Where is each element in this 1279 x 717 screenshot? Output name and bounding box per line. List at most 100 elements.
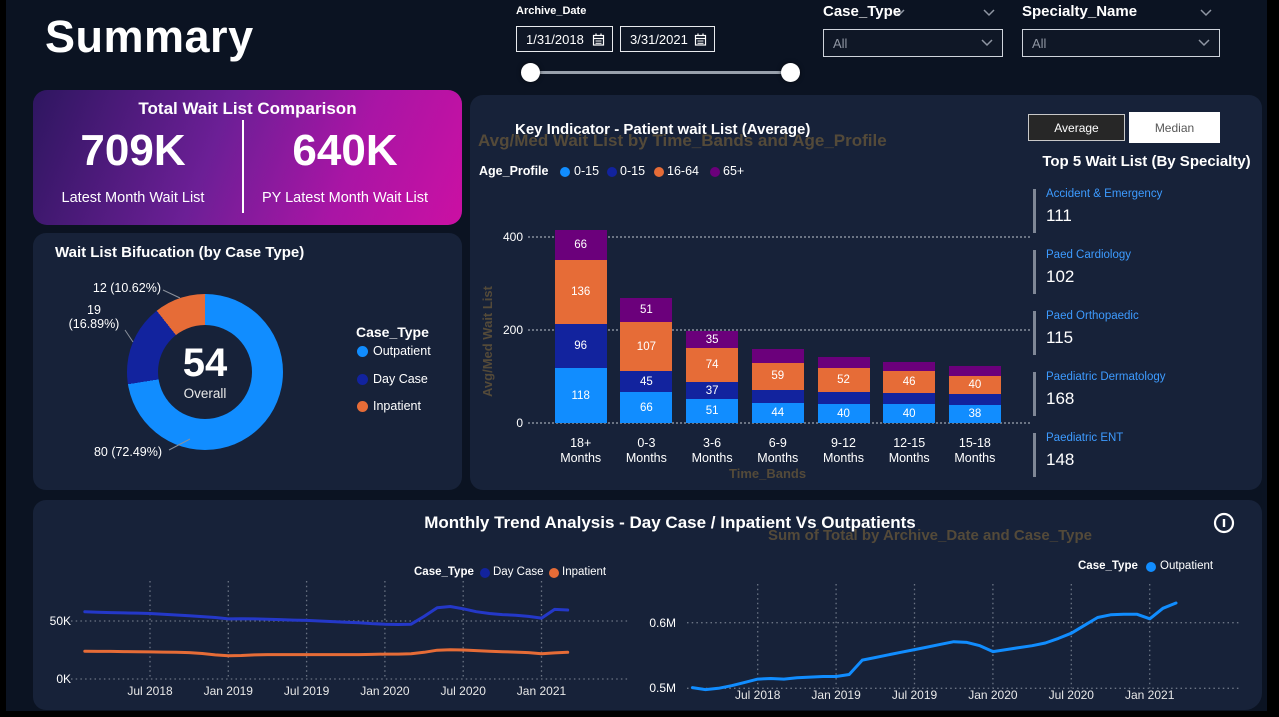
top5-item-marker	[1033, 433, 1036, 477]
top5-item-name[interactable]: Accident & Emergency	[1046, 188, 1163, 200]
chevron-down-icon[interactable]	[893, 9, 905, 17]
wait-list-bifurcation-panel: Wait List Bifucation (by Case Type) 54 O…	[33, 233, 462, 490]
legend-label-age-16-64[interactable]: 16-64	[667, 164, 699, 178]
bar-segment-0-15[interactable]: 44	[751, 402, 804, 423]
legend-label-daycase-line[interactable]: Day Case	[493, 566, 544, 578]
start-date-value: 1/31/2018	[526, 31, 584, 47]
top5-item[interactable]: Paed Orthopaedic 115	[1033, 310, 1258, 356]
x-axis-tick: Jul 2018	[127, 684, 173, 698]
trend-line-outpatient[interactable]	[690, 601, 1178, 692]
bar-segment-0-15[interactable]	[817, 392, 870, 405]
bar-segment-0-15[interactable]: 45	[620, 371, 673, 393]
bar-data-label: 136	[571, 285, 591, 298]
bar-data-label: 51	[639, 303, 653, 316]
legend-label-age-65plus[interactable]: 65+	[723, 164, 745, 178]
bar-segment-0-15[interactable]	[883, 392, 936, 405]
bar-segment-0-15[interactable]: 96	[554, 323, 607, 369]
bar-segment-0-15[interactable]	[948, 394, 1001, 406]
chevron-down-icon[interactable]	[983, 9, 995, 17]
legend-label-inpatient-line[interactable]: Inpatient	[562, 566, 607, 578]
stacked-bar-15-18-months[interactable]: 38 40	[948, 366, 1001, 423]
bar-segment-16-64[interactable]: 40	[948, 375, 1001, 395]
start-date-input[interactable]: 1/31/2018	[516, 26, 613, 52]
x-axis-tick: Jan 2021	[516, 684, 567, 698]
stacked-bar-0-3-months[interactable]: 66 45 107 51	[620, 297, 673, 423]
daycase-inpatient-trend-chart[interactable]	[63, 575, 633, 700]
bar-segment-65+[interactable]	[948, 366, 1001, 376]
bar-segment-0-15[interactable]: 40	[817, 404, 870, 423]
latest-month-label: Latest Month Wait List	[61, 190, 205, 206]
bar-segment-65+[interactable]: 51	[620, 297, 673, 322]
legend-label-outpatient-line[interactable]: Outpatient	[1160, 560, 1214, 572]
median-toggle-button[interactable]: Median	[1129, 112, 1220, 143]
x-axis-category: 3-6 Months	[691, 436, 733, 465]
top5-item-name[interactable]: Paediatric Dermatology	[1046, 371, 1166, 383]
legend-label-age-0-15[interactable]: 0-15	[574, 164, 600, 178]
bar-segment-65+[interactable]	[883, 362, 936, 372]
stacked-bar-3-6-months[interactable]: 51 37 74 35	[686, 331, 739, 423]
top5-item[interactable]: Paediatric ENT 148	[1033, 432, 1258, 478]
bar-segment-0-15[interactable]: 38	[948, 405, 1001, 423]
legend-label-inpatient[interactable]: Inpatient	[373, 399, 421, 413]
stacked-bar-9-12-months[interactable]: 40 52	[817, 356, 870, 423]
x-axis-category: 15-18 Months	[954, 436, 996, 465]
bifurcation-title: Wait List Bifucation (by Case Type)	[55, 244, 305, 261]
latest-month-value: 709K	[80, 126, 186, 175]
legend-label-age-0-15b[interactable]: 0-15	[620, 164, 646, 178]
top5-item[interactable]: Paediatric Dermatology 168	[1033, 371, 1258, 417]
stacked-bar-12-15-months[interactable]: 40 46	[883, 362, 936, 423]
specialty-name-dropdown[interactable]: All	[1022, 29, 1220, 57]
bar-segment-16-64[interactable]: 59	[751, 362, 804, 390]
stacked-bar-6-9-months[interactable]: 44 59	[751, 349, 804, 423]
info-icon[interactable]	[1211, 510, 1237, 536]
top5-item[interactable]: Accident & Emergency 111	[1033, 188, 1258, 234]
total-wait-list-comparison-card: Total Wait List Comparison 709K Latest M…	[33, 90, 462, 225]
top5-item-name[interactable]: Paediatric ENT	[1046, 432, 1124, 444]
legend-label-daycase[interactable]: Day Case	[373, 372, 428, 386]
top5-item[interactable]: Paed Cardiology 102	[1033, 249, 1258, 295]
left-y-tick-0k: 0K	[56, 672, 71, 686]
x-axis-categories: 18+ Months 0-3 Months 3-6 Months 6-9 Months 9-12…	[528, 436, 1028, 472]
bar-segment-0-15[interactable]: 40	[883, 404, 936, 423]
bar-segment-0-15[interactable]: 66	[620, 392, 673, 423]
bar-data-label: 52	[837, 374, 850, 387]
bar-segment-0-15[interactable]: 37	[686, 382, 739, 400]
bar-segment-16-64[interactable]: 107	[620, 321, 673, 372]
bar-segment-16-64[interactable]: 46	[883, 371, 936, 393]
bar-segment-0-15[interactable]	[751, 389, 804, 403]
legend-label-outpatient[interactable]: Outpatient	[373, 344, 431, 358]
bar-segment-65+[interactable]	[817, 356, 870, 369]
bar-segment-65+[interactable]: 66	[554, 229, 607, 261]
average-toggle-button[interactable]: Average	[1028, 114, 1125, 141]
bar-segment-0-15[interactable]: 118	[554, 368, 607, 423]
bar-segment-16-64[interactable]: 136	[554, 260, 607, 324]
right-legend-title: Case_Type	[1078, 560, 1138, 572]
slider-handle-start[interactable]	[521, 63, 540, 82]
bar-segment-65+[interactable]	[751, 349, 804, 363]
outpatient-trend-chart[interactable]	[683, 575, 1243, 700]
bar-segment-16-64[interactable]: 52	[817, 368, 870, 393]
x-axis-category: 0-3 Months	[625, 436, 667, 465]
end-date-input[interactable]: 3/31/2021	[620, 26, 715, 52]
x-axis-tick: Jan 2020	[360, 684, 410, 698]
trend-line-day-case[interactable]	[83, 605, 570, 626]
bar-segment-16-64[interactable]: 74	[686, 347, 739, 383]
y-axis-title-faint: Avg/Med Wait List	[480, 286, 495, 398]
end-date-value: 3/31/2021	[630, 31, 688, 47]
stacked-bar-18+-months[interactable]: 118 96 136 66	[554, 229, 607, 423]
trend-line-inpatient[interactable]	[83, 648, 570, 658]
top5-item-name[interactable]: Paed Cardiology	[1046, 249, 1132, 261]
slider-handle-end[interactable]	[781, 63, 800, 82]
auto-title-faint: Avg/Med Wait List by Time_Bands and Age_…	[478, 131, 887, 150]
bar-data-label: 51	[705, 405, 719, 418]
chevron-down-icon[interactable]	[1200, 9, 1212, 17]
bar-segment-0-15[interactable]: 51	[686, 399, 739, 423]
legend-dot-outpatient	[357, 346, 368, 357]
legend-dot-inpatient	[357, 401, 368, 412]
bar-segment-65+[interactable]: 35	[686, 331, 739, 348]
case-type-dropdown[interactable]: All	[823, 29, 1003, 57]
top5-item-name[interactable]: Paed Orthopaedic	[1046, 310, 1139, 322]
donut-center-value: 54	[182, 341, 228, 385]
date-range-slider[interactable]	[531, 71, 791, 74]
